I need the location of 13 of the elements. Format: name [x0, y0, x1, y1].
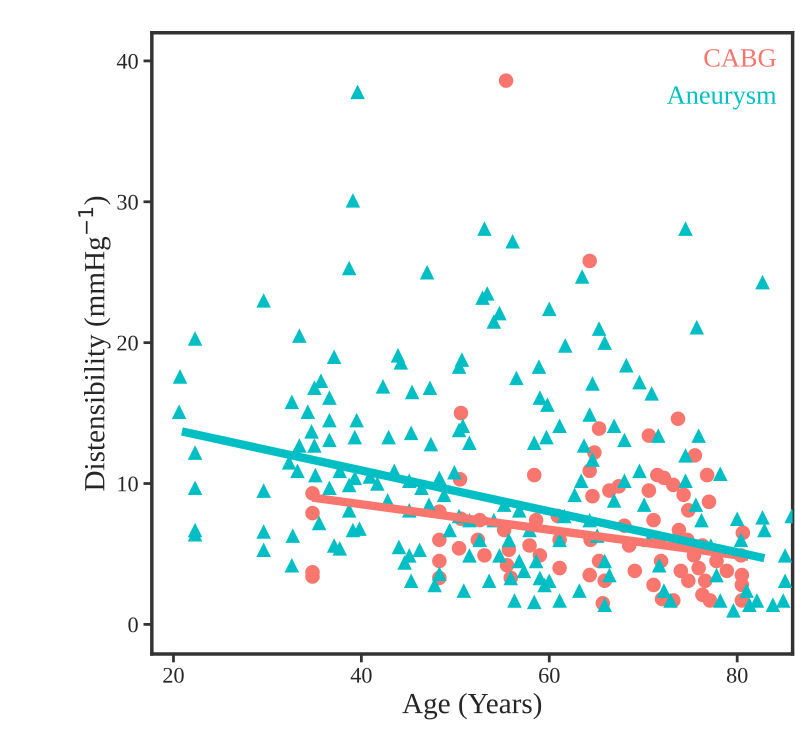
x-axis-title: Age (Years)	[402, 692, 542, 720]
y-tick-label: 10	[118, 476, 138, 492]
text: Aneurysm	[666, 86, 776, 110]
text: CABG	[704, 49, 776, 67]
x-tick-label: 60	[539, 668, 560, 683]
y-tick-label: 40	[116, 54, 138, 69]
y-tick-label: 0	[128, 617, 138, 632]
y-tick-label: 30	[117, 194, 138, 210]
x-tick-label: 20	[163, 668, 184, 683]
y-axis-title: Distensibility (mmHg$^{−1}$)	[78, 196, 111, 491]
x-tick-label: 40	[350, 668, 372, 683]
y-tick-label: 20	[117, 336, 138, 351]
x-tick-label: 80	[726, 668, 748, 683]
